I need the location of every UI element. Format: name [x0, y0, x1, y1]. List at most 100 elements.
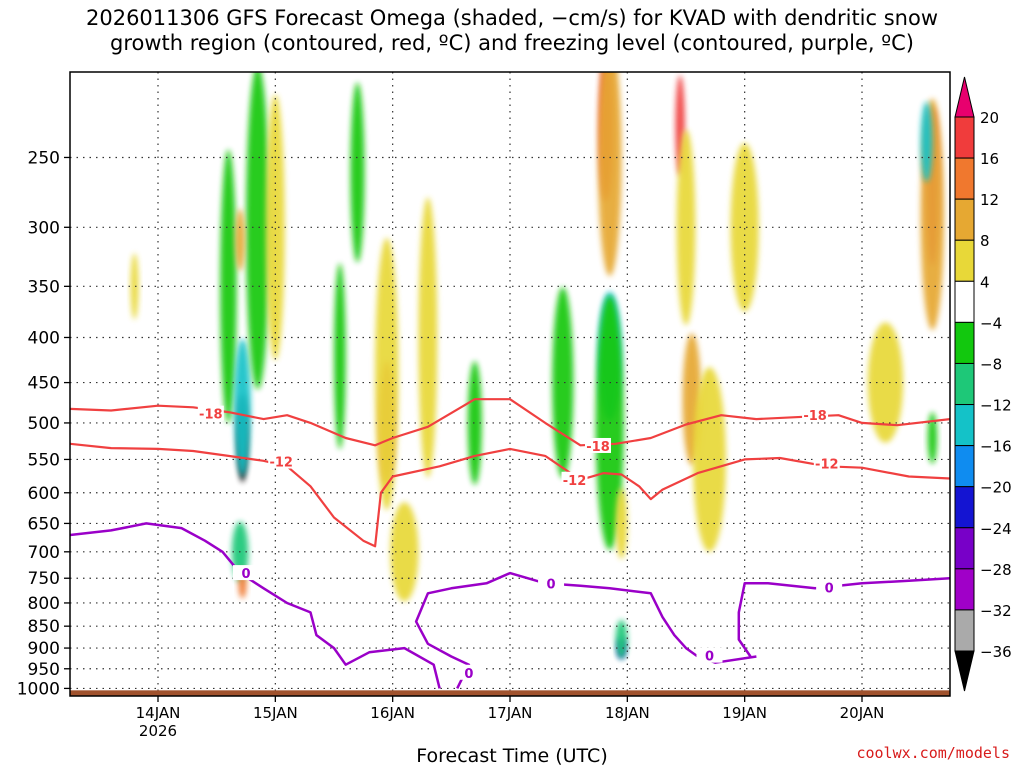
contour-label-minus18-bg — [585, 437, 611, 453]
colorbar-bottom-arrow — [954, 650, 975, 692]
omega-blob — [334, 263, 346, 450]
temperature-contours: -18 -18 -18 -12 -12 -12 0 0 0 0 0 — [70, 398, 950, 689]
colorbar-swatch — [954, 527, 975, 570]
omega-blob — [615, 619, 628, 660]
colorbar-swatch — [954, 486, 975, 529]
y-tick-label: 250 — [28, 148, 60, 168]
colorbar-swatch — [954, 321, 975, 364]
omega-blob — [235, 208, 245, 271]
y-tick-label: 850 — [28, 617, 60, 637]
contour-label-minus12: -12 — [269, 456, 293, 471]
contour-label-minus18: -18 — [199, 408, 223, 423]
colorbar-label: −32 — [980, 602, 1012, 620]
x-axis-label: Forecast Time (UTC) — [416, 745, 608, 767]
colorbar-swatch — [954, 280, 975, 323]
contour-label-minus12-bg — [268, 453, 295, 469]
colorbar-swatch — [954, 239, 975, 282]
x-tick-label: 20JAN — [840, 704, 885, 722]
colorbar-label: −12 — [980, 397, 1012, 415]
chart-title-line-1: 2026011306 GFS Forecast Omega (shaded, −… — [85, 6, 939, 30]
omega-blob — [920, 101, 933, 182]
omega-blob — [693, 367, 726, 552]
y-tick-label: 700 — [28, 543, 60, 563]
omega-blob — [350, 82, 365, 263]
colorbar-swatch — [954, 362, 975, 406]
y-tick-label: 650 — [28, 514, 60, 534]
grid-lines — [70, 72, 950, 696]
freezing-level-contour — [737, 576, 950, 658]
colorbar-top-arrow — [954, 76, 975, 118]
x-tick-label: 15JAN — [253, 704, 298, 722]
x-tick-label: 18JAN — [605, 704, 650, 722]
contour-label-minus18-bg — [197, 405, 224, 421]
dgz-minus12-contour — [70, 442, 950, 548]
omega-blob — [730, 142, 759, 312]
y-tick-label: 950 — [28, 660, 60, 680]
x-tick-label: 14JAN — [136, 704, 181, 722]
y-tick-label: 750 — [28, 569, 60, 589]
y-tick-label: 600 — [28, 484, 60, 504]
colorbar-label: 8 — [980, 232, 990, 250]
terrain — [70, 690, 950, 696]
credit-text: coolwx.com/models — [856, 744, 1010, 762]
contour-label-zero: 0 — [464, 667, 473, 682]
terrain-fill — [70, 690, 950, 696]
colorbar-label: −8 — [980, 355, 1002, 373]
omega-blob — [246, 72, 270, 390]
y-tick-label: 900 — [28, 639, 60, 659]
colorbar-label: 16 — [980, 150, 999, 168]
x-tick-label: 19JAN — [722, 704, 767, 722]
contour-label-zero: 0 — [705, 650, 714, 665]
omega-blob — [220, 149, 237, 424]
omega-blob — [867, 322, 904, 443]
omega-blob — [265, 94, 285, 361]
y-tick-label: 350 — [28, 277, 60, 297]
colorbar-swatch — [954, 568, 975, 611]
y-tick-label: 800 — [28, 594, 60, 614]
colorbar-label: −36 — [980, 643, 1012, 661]
omega-blob — [467, 361, 482, 485]
colorbar-swatch — [954, 445, 975, 488]
colorbar-swatch — [954, 404, 975, 447]
contour-label-zero-bg — [455, 664, 482, 680]
y-tick-label: 550 — [28, 450, 60, 470]
y-tick-label: 1000 — [17, 679, 60, 699]
contour-label-minus12-bg — [813, 455, 840, 471]
contour-label-minus18: -18 — [586, 440, 610, 455]
axes: 2503003504004505005506006507007508008509… — [17, 148, 885, 740]
colorbar-label: −16 — [980, 438, 1012, 456]
y-tick-label: 400 — [28, 328, 60, 348]
colorbar-label: 20 — [980, 109, 999, 127]
contour-label-minus18: -18 — [803, 409, 827, 424]
contour-label-zero-bg — [696, 647, 723, 663]
x-tick-label: 17JAN — [488, 704, 533, 722]
omega-blob — [552, 287, 574, 479]
omega-blob — [390, 502, 419, 602]
chart-title: 2026011306 GFS Forecast Omega (shaded, −… — [0, 6, 1024, 56]
colorbar-label: −28 — [980, 561, 1012, 579]
freezing-level-contour — [70, 522, 441, 689]
omega-blob — [615, 487, 628, 559]
y-tick-label: 450 — [28, 374, 60, 394]
colorbar-label: 12 — [980, 191, 999, 209]
colorbar-swatch — [954, 116, 975, 159]
y-tick-label: 300 — [28, 218, 60, 238]
x-tick-label: 16JAN — [370, 704, 415, 722]
colorbar-label: 4 — [980, 273, 990, 291]
omega-blob — [598, 72, 622, 276]
contour-label-zero: 0 — [547, 577, 556, 592]
colorbar: 20 16 12 8 4 −4 −8 −12 −16 −20 −24 −28 −32 −36 — [954, 76, 1012, 692]
contour-label-zero: 0 — [825, 581, 834, 596]
colorbar-swatch — [954, 609, 975, 652]
omega-blob — [927, 412, 938, 464]
colorbar-label: −4 — [980, 314, 1002, 332]
contour-label-zero-bg — [816, 579, 843, 595]
contour-label-minus12: -12 — [563, 474, 587, 489]
contour-label-zero-bg — [538, 575, 565, 591]
contour-label-minus12: -12 — [815, 458, 839, 473]
y-tick-label: 500 — [28, 414, 60, 434]
chart-title-line-2: growth region (contoured, red, ºC) and f… — [110, 31, 914, 55]
omega-shading — [130, 72, 945, 660]
colorbar-swatch — [954, 198, 975, 241]
